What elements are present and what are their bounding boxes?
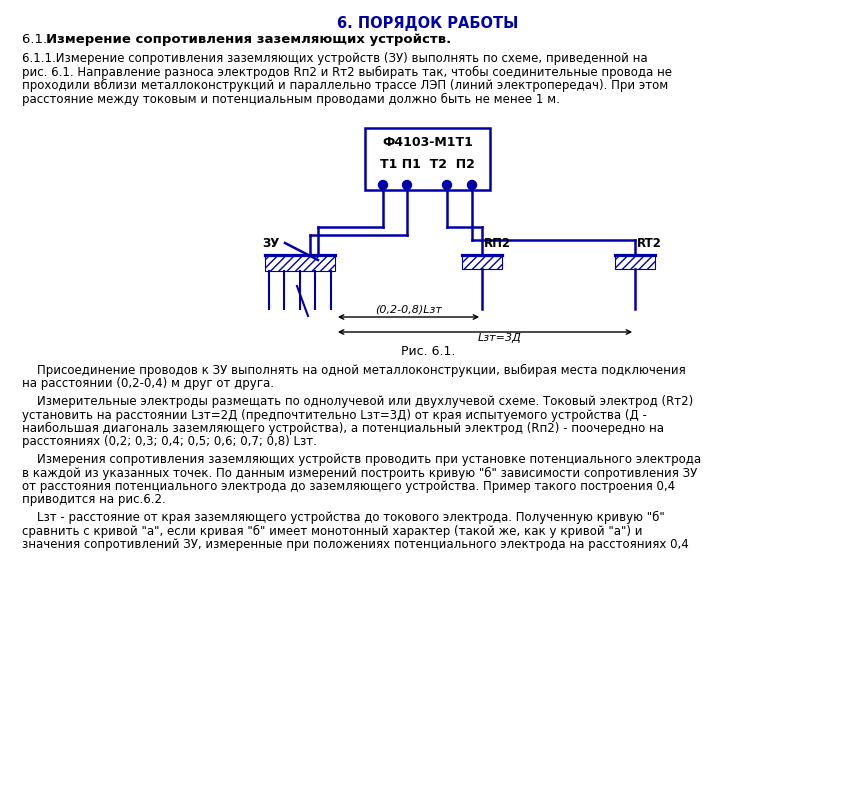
- Text: приводится на рис.6.2.: приводится на рис.6.2.: [22, 494, 165, 506]
- Text: 6. ПОРЯДОК РАБОТЫ: 6. ПОРЯДОК РАБОТЫ: [338, 16, 518, 31]
- Text: значения сопротивлений ЗУ, измеренные при положениях потенциального электрода на: значения сопротивлений ЗУ, измеренные пр…: [22, 538, 689, 551]
- Text: Lзт - расстояние от края заземляющего устройства до токового электрода. Полученн: Lзт - расстояние от края заземляющего ус…: [22, 511, 665, 524]
- Text: проходили вблизи металлоконструкций и параллельно трассе ЛЭП (линий электроперед: проходили вблизи металлоконструкций и па…: [22, 79, 668, 92]
- Text: ЗУ: ЗУ: [262, 237, 279, 250]
- Text: наибольшая диагональ заземляющего устройства), а потенциальный электрод (Rп2) - : наибольшая диагональ заземляющего устрой…: [22, 422, 664, 435]
- Circle shape: [468, 181, 476, 190]
- Circle shape: [442, 181, 452, 190]
- Text: сравнить с кривой "а", если кривая "б" имеет монотонный характер (такой же, как : сравнить с кривой "а", если кривая "б" и…: [22, 525, 643, 538]
- Text: Измерительные электроды размещать по однолучевой или двухлучевой схеме. Токовый : Измерительные электроды размещать по одн…: [22, 395, 693, 408]
- Text: Рис. 6.1.: Рис. 6.1.: [401, 345, 455, 358]
- Text: 6.1.1.Измерение сопротивления заземляющих устройств (ЗУ) выполнять по схеме, при: 6.1.1.Измерение сопротивления заземляющи…: [22, 52, 648, 65]
- Text: расстояниях (0,2; 0,3; 0,4; 0,5; 0,6; 0,7; 0,8) Lзт.: расстояниях (0,2; 0,3; 0,4; 0,5; 0,6; 0,…: [22, 435, 317, 449]
- Text: RT2: RT2: [637, 237, 662, 250]
- Text: Измерения сопротивления заземляющих устройств проводить при установке потенциаль: Измерения сопротивления заземляющих устр…: [22, 453, 701, 466]
- Text: Присоединение проводов к ЗУ выполнять на одной металлоконструкции, выбирая места: Присоединение проводов к ЗУ выполнять на…: [22, 364, 686, 377]
- Circle shape: [403, 181, 411, 190]
- Bar: [615, 255, 655, 269]
- Bar: [462, 255, 502, 269]
- Text: на расстоянии (0,2-0,4) м друг от друга.: на расстоянии (0,2-0,4) м друг от друга.: [22, 378, 274, 390]
- Text: от расстояния потенциального электрода до заземляющего устройства. Пример такого: от расстояния потенциального электрода д…: [22, 480, 675, 493]
- Text: Т1 П1  Т2  П2: Т1 П1 Т2 П2: [380, 158, 475, 171]
- Bar: [365, 128, 490, 190]
- Text: в каждой из указанных точек. По данным измерений построить кривую "б" зависимост: в каждой из указанных точек. По данным и…: [22, 466, 698, 479]
- Text: Измерение сопротивления заземляющих устройств.: Измерение сопротивления заземляющих устр…: [46, 33, 452, 46]
- Text: установить на расстоянии Lзт=2Д (предпочтительно Lзт=3Д) от края испытуемого уст: установить на расстоянии Lзт=2Д (предпоч…: [22, 409, 647, 422]
- Text: (0,2-0,8)Lзт: (0,2-0,8)Lзт: [375, 304, 442, 314]
- Text: Lзт=3Д: Lзт=3Д: [478, 333, 522, 343]
- Text: RП2: RП2: [484, 237, 511, 250]
- Text: расстояние между токовым и потенциальным проводами должно быть не менее 1 м.: расстояние между токовым и потенциальным…: [22, 93, 560, 106]
- Text: рис. 6.1. Направление разноса электродов Rп2 и Rт2 выбирать так, чтобы соедините: рис. 6.1. Направление разноса электродов…: [22, 66, 672, 78]
- Text: Ф4103-М1Т1: Ф4103-М1Т1: [382, 136, 473, 149]
- Circle shape: [379, 181, 387, 190]
- Bar: [265, 255, 335, 271]
- Text: 6.1.: 6.1.: [22, 33, 51, 46]
